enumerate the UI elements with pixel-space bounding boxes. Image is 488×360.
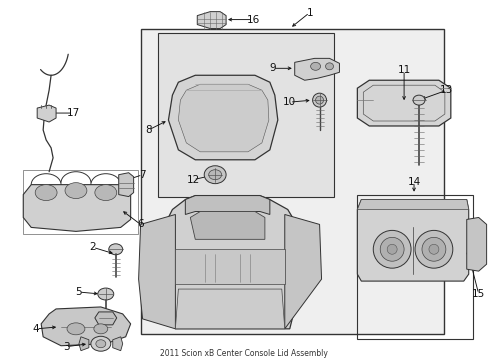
Ellipse shape: [35, 185, 57, 201]
Ellipse shape: [204, 166, 225, 184]
Polygon shape: [466, 217, 486, 271]
Polygon shape: [95, 312, 117, 325]
Ellipse shape: [380, 237, 403, 261]
Text: 2: 2: [89, 242, 96, 252]
Ellipse shape: [428, 244, 438, 254]
Ellipse shape: [91, 336, 111, 351]
Ellipse shape: [372, 230, 410, 268]
Text: 16: 16: [246, 15, 259, 24]
Ellipse shape: [108, 244, 122, 255]
Ellipse shape: [67, 323, 85, 335]
Ellipse shape: [386, 244, 396, 254]
Polygon shape: [23, 185, 130, 231]
Text: 15: 15: [471, 289, 484, 299]
Polygon shape: [79, 337, 89, 351]
Polygon shape: [37, 105, 56, 122]
Ellipse shape: [412, 95, 424, 105]
Ellipse shape: [95, 185, 117, 201]
Polygon shape: [138, 215, 175, 329]
Polygon shape: [178, 84, 268, 152]
Ellipse shape: [312, 93, 326, 107]
Polygon shape: [357, 199, 468, 281]
Ellipse shape: [414, 230, 452, 268]
Bar: [23, 170, 137, 234]
Text: 4: 4: [33, 324, 40, 334]
Ellipse shape: [96, 340, 105, 348]
Ellipse shape: [94, 324, 107, 334]
Text: 6: 6: [137, 220, 143, 229]
Text: 8: 8: [145, 125, 152, 135]
Polygon shape: [357, 80, 450, 126]
Text: 13: 13: [439, 85, 452, 95]
Text: 3: 3: [62, 342, 69, 352]
Polygon shape: [168, 75, 277, 160]
Polygon shape: [119, 173, 133, 197]
Ellipse shape: [208, 170, 221, 180]
Polygon shape: [284, 215, 321, 329]
Ellipse shape: [315, 96, 323, 104]
Polygon shape: [197, 12, 225, 28]
Polygon shape: [357, 199, 468, 210]
Bar: [357, 195, 472, 339]
Ellipse shape: [421, 237, 445, 261]
Text: 11: 11: [397, 65, 410, 75]
Bar: [158, 32, 334, 197]
Polygon shape: [113, 337, 122, 351]
Text: 12: 12: [186, 175, 200, 185]
Ellipse shape: [98, 288, 114, 300]
Polygon shape: [294, 58, 339, 80]
Text: 10: 10: [283, 97, 296, 107]
Ellipse shape: [310, 62, 320, 70]
Text: 5: 5: [76, 287, 82, 297]
Text: 2011 Scion xB Center Console Lid Assembly: 2011 Scion xB Center Console Lid Assembl…: [160, 349, 327, 358]
Polygon shape: [190, 211, 264, 239]
Polygon shape: [185, 195, 269, 215]
Text: 14: 14: [407, 177, 420, 187]
Text: 9: 9: [269, 63, 276, 73]
Ellipse shape: [65, 183, 87, 199]
Polygon shape: [175, 249, 284, 284]
Polygon shape: [41, 307, 130, 346]
Ellipse shape: [325, 63, 333, 70]
Text: 7: 7: [139, 170, 145, 180]
Polygon shape: [175, 289, 284, 329]
Text: 1: 1: [305, 8, 312, 18]
Text: 17: 17: [66, 108, 80, 118]
Polygon shape: [160, 195, 304, 329]
Bar: [141, 28, 443, 334]
